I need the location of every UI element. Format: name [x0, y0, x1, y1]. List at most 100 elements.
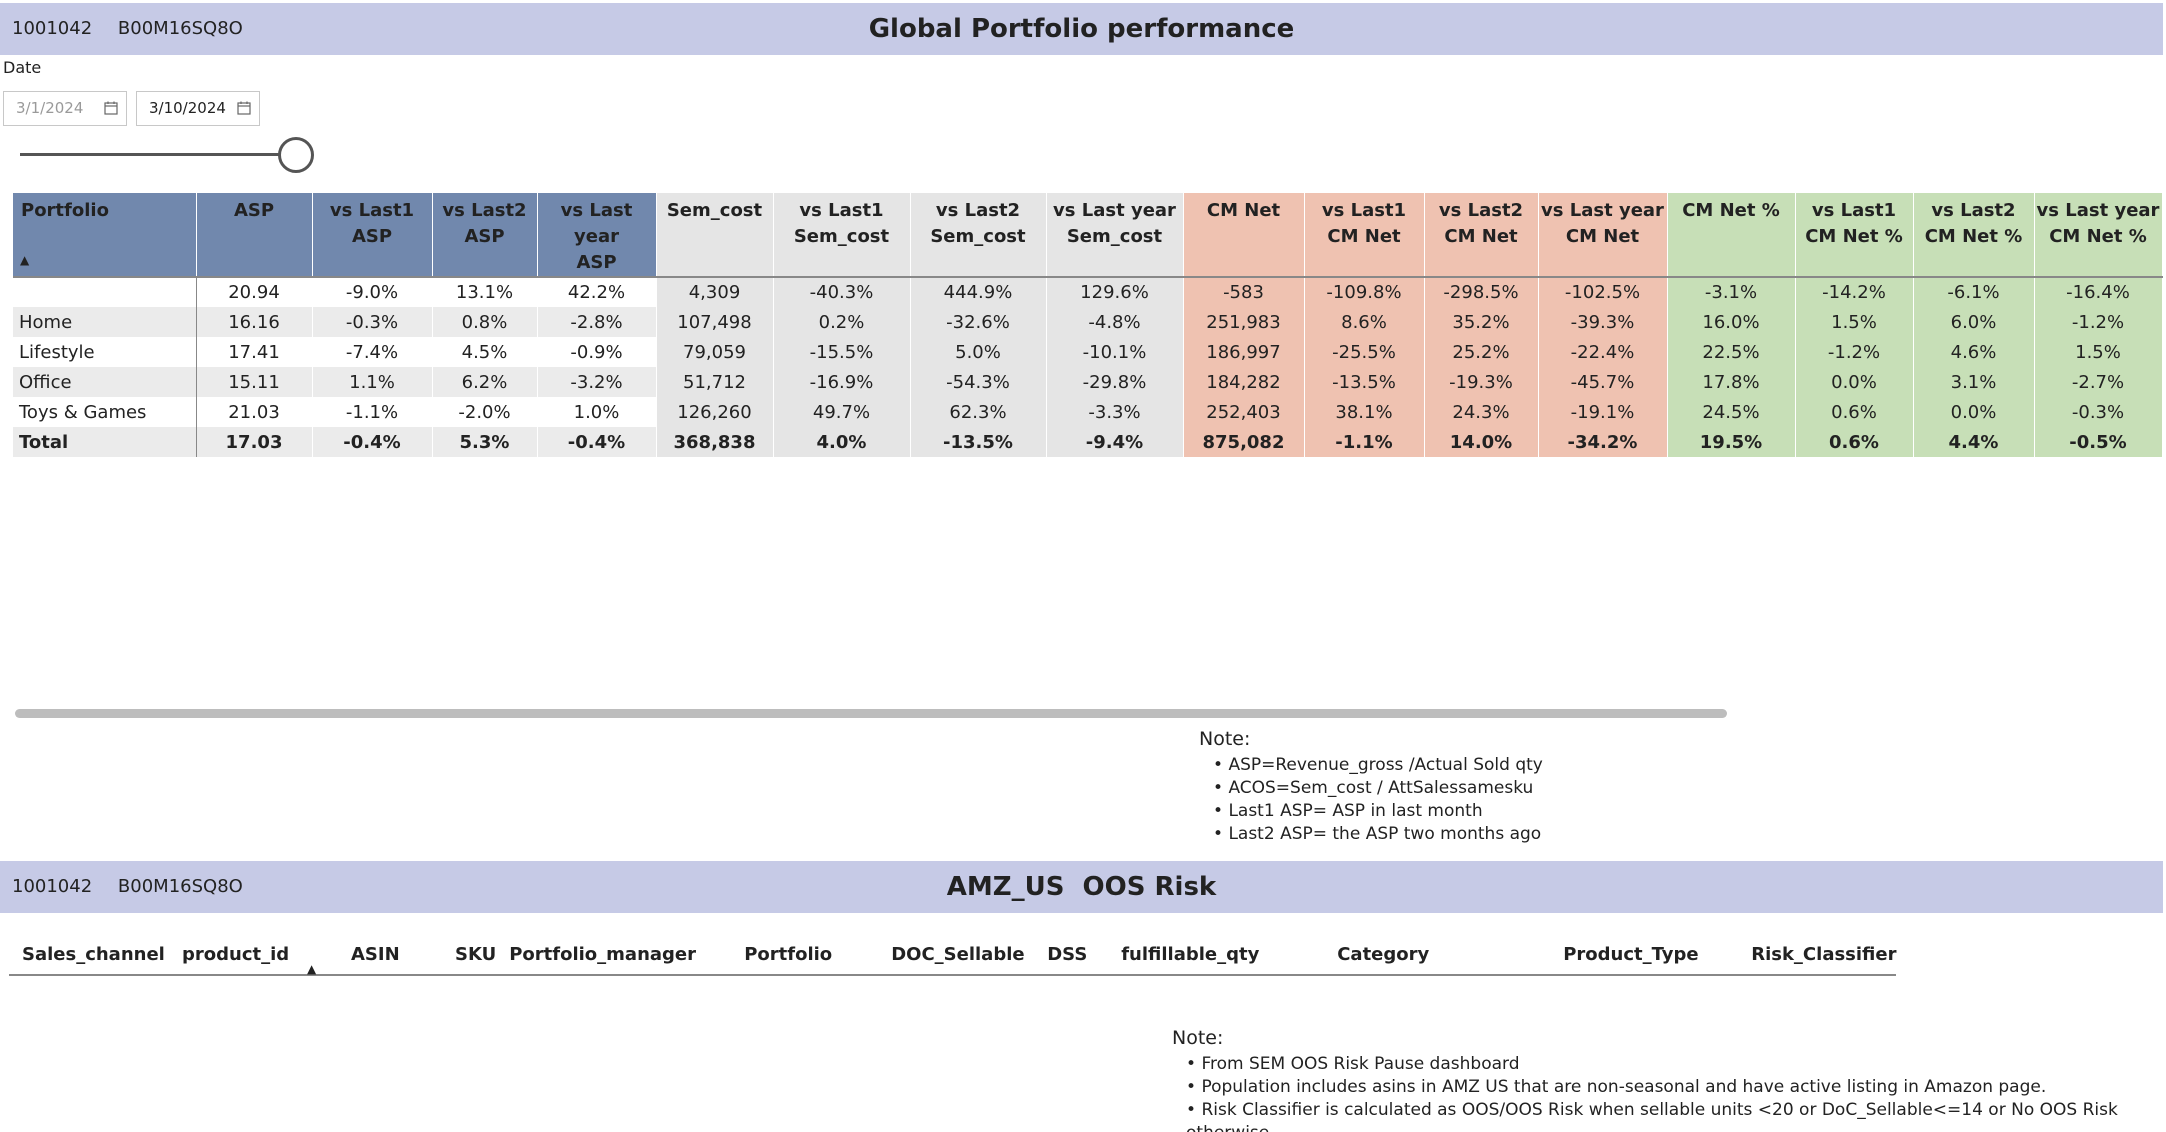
col-header-fulfillable-qty[interactable]: fulfillable_qty [1108, 935, 1325, 976]
col-header-vs-last1-asp[interactable]: vs Last1 ASP [312, 193, 433, 278]
col-header-vs-last1-sem-cost[interactable]: vs Last1 Sem_cost [773, 193, 911, 278]
table-cell: 186,997 [1183, 337, 1305, 367]
table-cell: -0.4% [537, 427, 657, 457]
col-header-cm-net[interactable]: CM Net [1183, 193, 1305, 278]
table-cell: 8.6% [1304, 307, 1425, 337]
col-header-risk-classifier[interactable]: Risk_Classifier [1738, 935, 1897, 976]
col-header-product-type[interactable]: Product_Type [1550, 935, 1739, 976]
table-cell: -14.2% [1795, 277, 1914, 307]
col-header-doc-sellable[interactable]: DOC_Sellable [878, 935, 1035, 976]
col-header-label-line2: CM Net % [2049, 226, 2147, 247]
note-item: Population includes asins in AMZ US that… [1186, 1076, 2166, 1099]
col-header-sem-cost[interactable]: Sem_cost [656, 193, 774, 278]
table-total-row[interactable]: Total 17.03 -0.4% 5.3% -0.4% 368,838 4.0% -13.5… [13, 427, 2163, 457]
table-row[interactable]: Lifestyle 17.41 -7.4% 4.5% -0.9% 79,059 -15.5%… [13, 337, 2163, 367]
col-header-portfolio-manager[interactable]: Portfolio_manager [496, 935, 732, 976]
col-header-vs-last-year-cm-net-pct[interactable]: vs Last year CM Net % [2034, 193, 2163, 278]
table-cell: 252,403 [1183, 397, 1305, 427]
table-cell: 79,059 [656, 337, 774, 367]
col-header-vs-last2-asp[interactable]: vs Last2 ASP [432, 193, 538, 278]
col-header-category[interactable]: Category [1324, 935, 1551, 976]
calendar-icon[interactable] [237, 101, 251, 115]
date-range-slider-handle[interactable] [278, 137, 314, 173]
col-header-label: Sales_channel [22, 944, 165, 965]
table-cell: -7.4% [312, 337, 433, 367]
table-row[interactable]: Home 16.16 -0.3% 0.8% -2.8% 107,498 0.2% -32.6%… [13, 307, 2163, 337]
table-cell: 22.5% [1667, 337, 1796, 367]
col-header-asp[interactable]: ASP [196, 193, 313, 278]
table-row[interactable]: Toys & Games 21.03 -1.1% -2.0% 1.0% 126,260 49… [13, 397, 2163, 427]
col-header-label-line2: CM Net [1565, 226, 1640, 247]
table-cell: -39.3% [1538, 307, 1668, 337]
col-header-portfolio[interactable]: Portfolio ▲ [13, 193, 197, 278]
col-header-cm-net-pct[interactable]: CM Net % [1667, 193, 1796, 278]
col-header-label: ASIN [351, 944, 400, 965]
col-header-label-line1: vs Last1 [1321, 200, 1407, 221]
note-item: From SEM OOS Risk Pause dashboard [1186, 1053, 2166, 1076]
horizontal-scrollbar[interactable] [15, 709, 1727, 718]
table-cell: 0.0% [1913, 397, 2035, 427]
col-header-label: DSS [1047, 944, 1088, 965]
note-item: ASP=Revenue_gross /Actual Sold qty [1213, 754, 1542, 777]
table-cell: 1.5% [2034, 337, 2163, 367]
table-cell: 0.6% [1795, 397, 1914, 427]
table-cell: -2.7% [2034, 367, 2163, 397]
col-header-vs-last1-cm-net-pct[interactable]: vs Last1 CM Net % [1795, 193, 1914, 278]
col-header-asin[interactable]: ASIN [338, 935, 442, 976]
col-header-label-line2: Sem_cost [930, 226, 1026, 247]
col-header-vs-last-year-sem-cost[interactable]: vs Last year Sem_cost [1046, 193, 1184, 278]
col-header-label-line2: Sem_cost [793, 226, 890, 247]
date-start-input[interactable]: 3/1/2024 [3, 91, 127, 126]
col-header-vs-last2-cm-net[interactable]: vs Last2 CM Net [1424, 193, 1539, 278]
table-cell: 38.1% [1304, 397, 1425, 427]
col-header-label-line1: vs Last year [1541, 200, 1664, 221]
col-header-label: Product_Type [1563, 944, 1699, 965]
col-header-vs-last-year-asp[interactable]: vs Last year ASP [537, 193, 657, 278]
table-cell: -13.5% [910, 427, 1047, 457]
table-header-row: Portfolio ▲ ASP vs Last1 ASP vs Last2 ASP … [13, 193, 2163, 278]
portfolio-name-cell: Total [13, 427, 197, 457]
table-cell: 368,838 [656, 427, 774, 457]
note-list: ASP=Revenue_gross /Actual Sold qty ACOS=… [1199, 754, 1542, 846]
sort-ascending-icon[interactable]: ▲ [20, 253, 30, 267]
table-cell: -0.3% [312, 307, 433, 337]
portfolio-name-cell: Home [13, 307, 197, 337]
table-cell: 19.5% [1667, 427, 1796, 457]
table-row[interactable]: Office 15.11 1.1% 6.2% -3.2% 51,712 -16.9% -54.… [13, 367, 2163, 397]
calendar-icon[interactable] [104, 101, 118, 115]
portfolio-name-cell: Lifestyle [13, 337, 197, 367]
portfolio-name-cell: Toys & Games [13, 397, 197, 427]
col-header-vs-last2-sem-cost[interactable]: vs Last2 Sem_cost [910, 193, 1047, 278]
note-title: Note: [1172, 1027, 1224, 1049]
table-cell: 13.1% [432, 277, 538, 307]
table-cell: -16.9% [773, 367, 911, 397]
table-row[interactable]: 20.94 -9.0% 13.1% 42.2% 4,309 -40.3% 444.9% 129… [13, 277, 2163, 307]
table-cell: -0.9% [537, 337, 657, 367]
sort-ascending-icon[interactable]: ▲ [307, 962, 317, 976]
date-end-input[interactable]: 3/10/2024 [136, 91, 260, 126]
table-cell: -19.1% [1538, 397, 1668, 427]
table-cell: 24.5% [1667, 397, 1796, 427]
table-cell: 0.0% [1795, 367, 1914, 397]
header-ids: 1001042 B00M16SQ8O [12, 861, 263, 913]
table-cell: -1.2% [2034, 307, 2163, 337]
col-header-product-id[interactable]: product_id ▲ [169, 935, 338, 976]
col-header-vs-last2-cm-net-pct[interactable]: vs Last2 CM Net % [1913, 193, 2035, 278]
header-id-2: B00M16SQ8O [117, 876, 243, 897]
col-header-label-line1: vs Last2 [935, 200, 1021, 221]
col-header-sales-channel[interactable]: Sales_channel [9, 935, 169, 976]
col-header-vs-last-year-cm-net[interactable]: vs Last year CM Net [1538, 193, 1668, 278]
col-header-dss[interactable]: DSS [1034, 935, 1109, 976]
table-cell: 35.2% [1424, 307, 1539, 337]
col-header-label-line2: ASP [464, 226, 505, 247]
note-title: Note: [1199, 728, 1251, 750]
date-range-slider-track[interactable] [20, 153, 296, 156]
table-header-row: Sales_channel product_id ▲ ASIN SKU Portf… [9, 935, 1897, 976]
col-header-sku[interactable]: SKU [442, 935, 497, 976]
table-cell: -9.0% [312, 277, 433, 307]
note-box-portfolio: Note: ASP=Revenue_gross /Actual Sold qty… [1199, 728, 1543, 846]
header-id-1: 1001042 [12, 18, 93, 39]
col-header-portfolio[interactable]: Portfolio [731, 935, 879, 976]
col-header-vs-last1-cm-net[interactable]: vs Last1 CM Net [1304, 193, 1425, 278]
table-cell: 21.03 [196, 397, 313, 427]
